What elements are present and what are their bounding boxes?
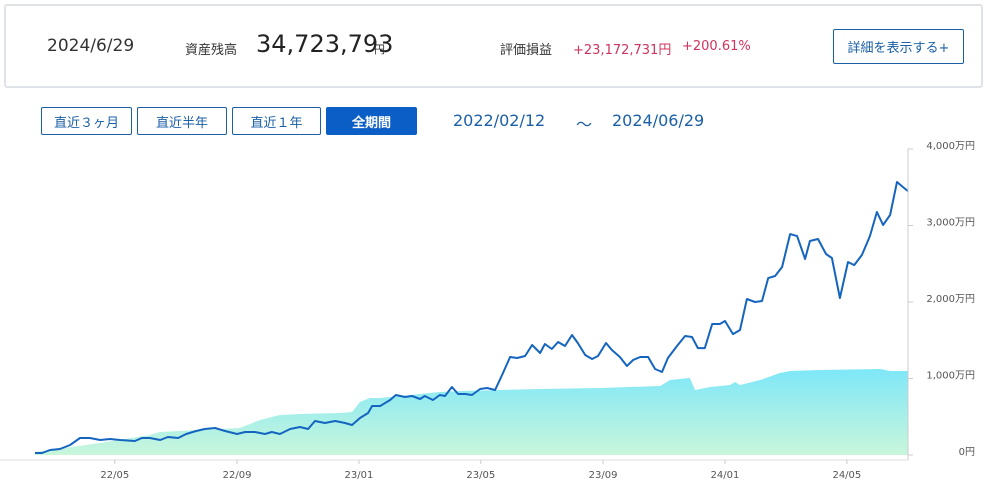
- y-tick-label: 3,000万円: [926, 218, 975, 229]
- x-tick-label: 24/01: [711, 470, 740, 481]
- period-tab[interactable]: 全期間: [326, 107, 417, 135]
- x-tick-label: 23/09: [589, 470, 618, 481]
- y-tick-label: 1,000万円: [926, 371, 975, 382]
- period-tab[interactable]: 直近１年: [232, 107, 321, 135]
- y-tick-label: 2,000万円: [926, 294, 975, 305]
- y-tick-label: 4,000万円: [926, 141, 975, 152]
- period-tab[interactable]: 直近半年: [137, 107, 227, 135]
- x-tick-label: 23/05: [466, 470, 495, 481]
- balance: 34,723,793: [256, 30, 394, 58]
- range-from: 2022/02/12: [453, 111, 546, 130]
- range-separator: ～: [576, 115, 593, 134]
- balance-unit: 円: [374, 43, 385, 56]
- x-tick-label: 22/09: [223, 470, 252, 481]
- x-tick-label: 22/05: [100, 470, 129, 481]
- y-tick-label: 0円: [959, 447, 975, 458]
- period-tab[interactable]: 直近３ヶ月: [41, 107, 132, 135]
- summary-panel: [4, 4, 983, 88]
- cost-area: [35, 369, 908, 455]
- range-to: 2024/06/29: [612, 111, 705, 130]
- detail-button[interactable]: 詳細を表示する+: [833, 29, 964, 64]
- x-tick-label: 24/05: [832, 470, 861, 481]
- asset-line: [35, 181, 909, 454]
- x-tick-label: 23/01: [345, 470, 374, 481]
- balance-label: 資産残高: [185, 43, 238, 58]
- pl-label: 評価損益: [500, 43, 553, 58]
- date: 2024/6/29: [47, 36, 135, 56]
- pl-amount: +23,172,731円: [573, 43, 672, 58]
- pl-percent: +200.61%: [682, 39, 751, 54]
